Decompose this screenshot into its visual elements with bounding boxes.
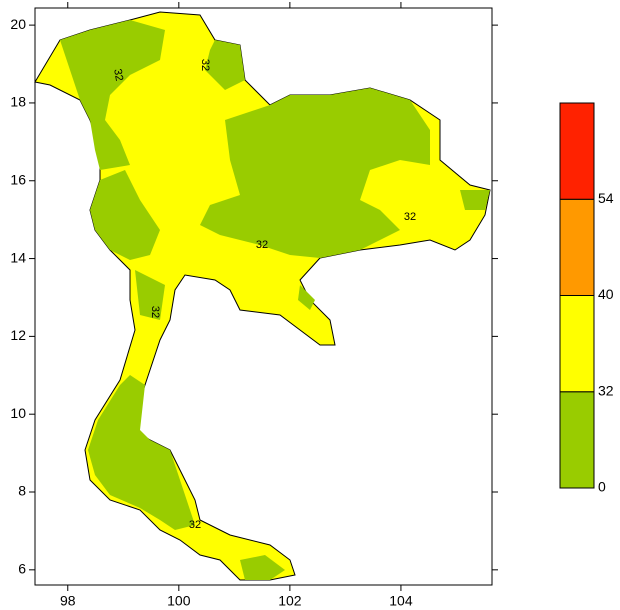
land-green [205, 40, 245, 90]
y-tick-label: 12 [10, 327, 26, 343]
land-green [298, 285, 315, 310]
y-tick-label: 18 [10, 94, 26, 110]
contour-label: 32 [199, 59, 211, 71]
land-green [135, 270, 165, 320]
contour-label: 32 [404, 211, 416, 223]
y-tick-label: 10 [10, 405, 26, 421]
land-green [88, 375, 195, 530]
colorbar-label: 0 [598, 479, 606, 495]
plot-frame [34, 7, 493, 586]
colorbar-box [559, 391, 595, 489]
x-tick-label: 102 [278, 593, 302, 609]
colorbar-box [559, 102, 595, 200]
colorbar-label: 40 [598, 286, 614, 302]
land-green [60, 20, 165, 170]
colorbar-box [559, 198, 595, 296]
contour-label: 32 [149, 306, 161, 318]
y-tick-label: 8 [18, 483, 26, 499]
contour-label: 32 [111, 68, 125, 82]
land [34, 11, 491, 581]
colorbar-box [559, 295, 595, 393]
land-green [200, 88, 430, 258]
y-tick-label: 16 [10, 171, 26, 187]
x-tick-label: 100 [167, 593, 191, 609]
x-tick-label: 98 [60, 593, 76, 609]
colorbar-label: 32 [598, 382, 614, 398]
y-tick-label: 20 [10, 16, 26, 32]
y-tick-label: 14 [10, 249, 26, 265]
land-green [460, 190, 490, 210]
colorbar-label: 54 [598, 190, 614, 206]
land-green [90, 170, 160, 260]
land-green [240, 555, 285, 580]
x-tick-label: 104 [389, 593, 413, 609]
contour-label: 32 [256, 239, 268, 251]
y-tick-label: 6 [18, 561, 26, 577]
contour-label: 32 [189, 519, 201, 531]
